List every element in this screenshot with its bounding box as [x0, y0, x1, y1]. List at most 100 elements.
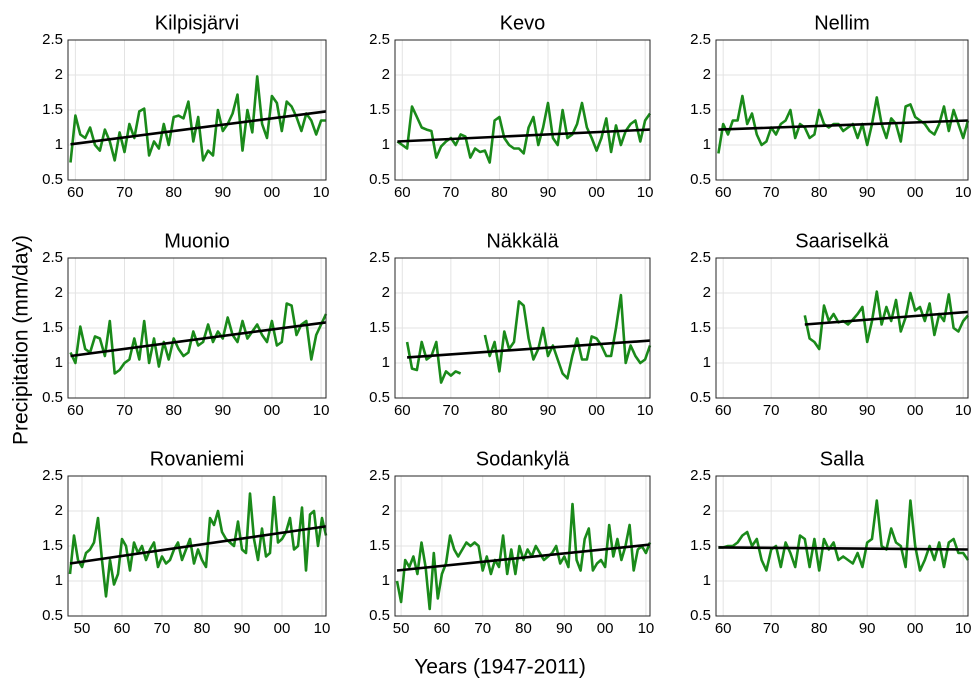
x-tick-label: 70 [154, 620, 171, 637]
panel: 0.5 1 1.5 2 2.5 50 60 70 80 90 00 10 Sodankylä [369, 448, 654, 637]
panel: 0.5 1 1.5 2 2.5 60 70 80 90 00 10 Salla [690, 448, 971, 637]
x-tick-label: 60 [67, 402, 84, 419]
x-tick-label: 60 [394, 184, 411, 201]
y-tick-label: 1 [382, 572, 390, 589]
trend-line [407, 339, 651, 359]
x-tick-label: 60 [434, 620, 451, 637]
panel: 0.5 1 1.5 2 2.5 60 70 80 90 00 10 Kevo [369, 12, 653, 201]
y-tick-label: 0.5 [42, 171, 63, 188]
x-tick-label: 90 [540, 184, 557, 201]
x-tick-label: 70 [116, 184, 133, 201]
y-tick-label: 0.5 [690, 607, 711, 624]
x-tick-label: 60 [114, 620, 131, 637]
x-tick-label: 70 [763, 620, 780, 637]
panel-title: Kevo [500, 12, 546, 34]
y-tick-label: 2.5 [369, 249, 390, 266]
x-tick-label: 70 [443, 184, 460, 201]
x-tick-label: 00 [264, 402, 281, 419]
y-tick-label: 1.5 [42, 101, 63, 118]
panel: 0.5 1 1.5 2 2.5 60 70 80 90 00 10 Nellim [690, 12, 971, 201]
y-tick-label: 2.5 [690, 467, 711, 484]
y-tick-label: 2 [382, 502, 390, 519]
panel-title: Rovaniemi [150, 448, 244, 470]
y-tick-label: 1 [703, 572, 711, 589]
precip-line [395, 502, 652, 611]
trend-line [718, 546, 969, 551]
y-axis-label: Precipitation (mm/day) [10, 235, 33, 445]
plot-frame [715, 39, 969, 181]
x-tick-label: 80 [491, 184, 508, 201]
precip-line [69, 75, 326, 163]
panel: 0.5 1 1.5 2 2.5 60 70 80 90 00 10 Muonio [42, 230, 329, 419]
x-tick-label: 90 [214, 184, 231, 201]
y-tick-label: 2 [55, 284, 63, 301]
x-tick-label: 90 [214, 402, 231, 419]
x-tick-label: 00 [597, 620, 614, 637]
precip-line [405, 340, 462, 384]
y-tick-label: 0.5 [369, 389, 390, 406]
x-tick-label: 00 [907, 620, 924, 637]
y-tick-label: 1.5 [690, 101, 711, 118]
plot-frame [715, 257, 969, 399]
x-tick-label: 80 [811, 184, 828, 201]
x-tick-label: 90 [859, 402, 876, 419]
y-tick-label: 2 [703, 66, 711, 83]
x-tick-label: 80 [165, 184, 182, 201]
x-tick-label: 80 [811, 402, 828, 419]
x-tick-label: 10 [638, 620, 655, 637]
y-tick-label: 1 [703, 136, 711, 153]
y-tick-label: 2.5 [42, 249, 63, 266]
x-tick-label: 00 [588, 402, 605, 419]
panel: 0.5 1 1.5 2 2.5 60 70 80 90 00 10 Kilpisjärvi [42, 12, 329, 201]
y-tick-label: 2 [55, 502, 63, 519]
panel-title: Sodankylä [476, 448, 570, 470]
x-tick-label: 50 [393, 620, 410, 637]
panel-title: Muonio [164, 230, 230, 252]
y-tick-label: 1 [382, 136, 390, 153]
y-tick-label: 1 [703, 354, 711, 371]
x-axis-label: Years (1947-2011) [414, 656, 586, 679]
y-tick-label: 2.5 [690, 249, 711, 266]
x-tick-label: 00 [907, 402, 924, 419]
y-tick-label: 1 [55, 572, 63, 589]
x-tick-label: 80 [165, 402, 182, 419]
y-tick-label: 1.5 [690, 319, 711, 336]
precip-line [396, 101, 652, 164]
y-tick-label: 0.5 [369, 171, 390, 188]
panel-title: Kilpisjärvi [155, 12, 239, 34]
precip-line [483, 293, 652, 380]
plot-frame [67, 257, 327, 399]
trend-line [70, 321, 327, 358]
y-tick-label: 1.5 [369, 319, 390, 336]
x-tick-label: 50 [74, 620, 91, 637]
y-tick-label: 1.5 [690, 537, 711, 554]
y-tick-label: 2 [703, 284, 711, 301]
y-tick-label: 0.5 [369, 607, 390, 624]
x-tick-label: 90 [859, 184, 876, 201]
y-tick-label: 2.5 [369, 467, 390, 484]
panel-title: Nellim [814, 12, 870, 34]
x-tick-label: 90 [556, 620, 573, 637]
x-tick-label: 10 [955, 620, 972, 637]
y-tick-label: 2 [703, 502, 711, 519]
x-tick-label: 10 [313, 184, 330, 201]
panel-title: Saariselkä [795, 230, 889, 252]
precip-line [718, 499, 970, 572]
plot-frame [67, 475, 327, 617]
precip-line [803, 290, 969, 351]
plot-frame [394, 475, 651, 617]
x-tick-label: 80 [194, 620, 211, 637]
trend-line [69, 525, 327, 565]
y-tick-label: 2.5 [42, 467, 63, 484]
x-tick-label: 00 [264, 184, 281, 201]
y-tick-label: 1.5 [369, 101, 390, 118]
x-tick-label: 10 [637, 402, 654, 419]
y-tick-label: 0.5 [690, 389, 711, 406]
plot-frame [715, 475, 969, 617]
x-tick-label: 70 [763, 184, 780, 201]
y-tick-label: 2.5 [42, 31, 63, 48]
plot-frame [67, 39, 327, 181]
y-tick-label: 0.5 [690, 171, 711, 188]
y-tick-label: 2.5 [369, 31, 390, 48]
